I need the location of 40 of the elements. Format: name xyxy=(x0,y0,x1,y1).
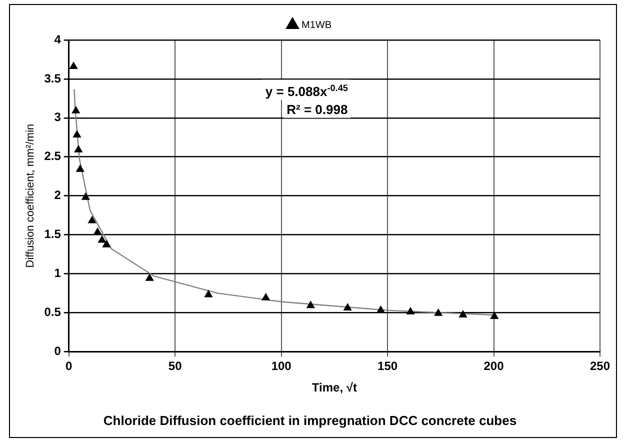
point xyxy=(98,236,106,243)
point xyxy=(74,145,82,152)
point xyxy=(88,216,96,224)
point xyxy=(434,308,442,316)
point xyxy=(94,228,102,235)
point xyxy=(490,312,498,320)
point xyxy=(204,290,212,298)
y-tick-label: 0.5 xyxy=(44,304,62,319)
point xyxy=(72,106,80,114)
x-axis-title: Time, √t xyxy=(312,380,357,395)
y-tick-label: 3.5 xyxy=(44,71,62,86)
x-tick-label: 100 xyxy=(271,359,292,374)
x-tick-label: 0 xyxy=(66,359,73,374)
y-tick-label: 2 xyxy=(54,188,62,202)
y-tick-label: 0 xyxy=(54,344,62,358)
point xyxy=(406,307,414,314)
x-tick-label: 200 xyxy=(484,359,504,374)
point xyxy=(70,62,78,69)
y-tick-label: 2.5 xyxy=(44,149,62,164)
point xyxy=(376,306,385,313)
x-tick-label: 50 xyxy=(168,359,182,374)
y-tick-label: 1 xyxy=(54,266,62,280)
y-tick-label: 1.5 xyxy=(44,227,62,242)
point xyxy=(146,274,154,281)
point xyxy=(102,240,110,248)
text: Chloride Diffusion coefficient in impregnation DCC concrete cubes xyxy=(103,412,517,428)
y-tick-label: 3 xyxy=(54,110,62,124)
annotation: R² = 0.998 xyxy=(286,102,348,117)
legend-label: M1WB xyxy=(302,20,332,31)
point xyxy=(459,310,467,318)
x-tick-label: 150 xyxy=(378,359,398,374)
point xyxy=(306,301,315,308)
point xyxy=(262,293,270,300)
x-tick-label: 250 xyxy=(590,359,610,374)
y-axis-title: Diffusion coefficient, mm²/min xyxy=(24,124,37,268)
point xyxy=(82,192,90,200)
point xyxy=(344,303,352,310)
y-tick-label: 4 xyxy=(54,32,62,46)
point xyxy=(72,130,81,138)
point xyxy=(76,164,84,172)
